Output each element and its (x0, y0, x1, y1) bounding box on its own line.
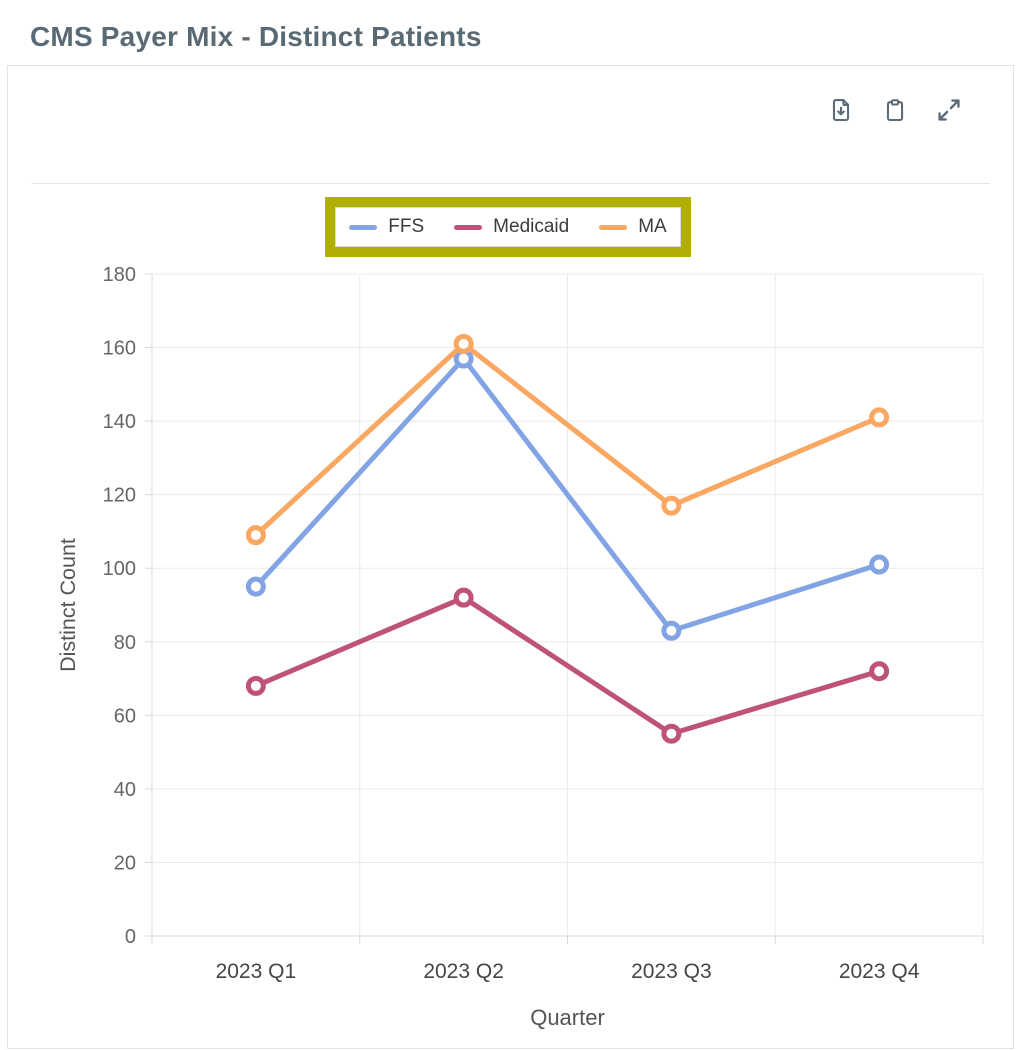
legend-swatch-medicaid (454, 224, 483, 230)
legend-highlight: FFS Medicaid MA (325, 197, 691, 257)
y-tick-label: 20 (114, 852, 136, 874)
download-button[interactable] (827, 95, 855, 125)
series-line-ma (253, 341, 882, 538)
y-tick-label: 60 (114, 705, 136, 727)
legend-swatch-ma (599, 224, 628, 230)
download-icon (828, 96, 854, 124)
data-point-ffs-2023-q4[interactable] (869, 554, 890, 575)
copy-button[interactable] (881, 95, 909, 125)
y-tick-label: 40 (114, 779, 136, 801)
x-axis-title: Quarter (530, 1005, 605, 1030)
legend-item-ma[interactable]: MA (599, 216, 667, 238)
legend-item-ffs[interactable]: FFS (349, 216, 424, 238)
y-tick-label: 140 (103, 411, 136, 433)
y-axis-title: Distinct Count (56, 538, 80, 672)
page-title: CMS Payer Mix - Distinct Patients (30, 21, 482, 52)
y-tick-label: 100 (103, 558, 136, 580)
data-point-ma-2023-q1[interactable] (245, 525, 266, 546)
series-line-ffs (253, 356, 882, 634)
expand-icon (935, 96, 963, 124)
y-tick-label: 180 (103, 264, 136, 286)
legend-item-medicaid[interactable]: Medicaid (454, 216, 569, 238)
series-line-medicaid (253, 595, 882, 737)
data-point-ma-2023-q2[interactable] (453, 333, 474, 354)
data-point-ffs-2023-q3[interactable] (661, 620, 682, 641)
payer-mix-chart: 0 20 40 60 80 100 120 140 160 180 2023 Q1 2023 Q2 20… (56, 264, 984, 1030)
data-point-medicaid-2023-q4[interactable] (869, 661, 890, 682)
data-point-medicaid-2023-q2[interactable] (453, 587, 474, 608)
legend-label-ma: MA (638, 216, 667, 237)
chart-toolbar (827, 95, 963, 125)
y-tick-label: 80 (114, 632, 136, 654)
expand-button[interactable] (935, 95, 963, 125)
clipboard-icon (882, 96, 908, 124)
y-tick-label: 160 (103, 338, 136, 360)
x-tick-label: 2023 Q4 (839, 960, 920, 983)
data-point-ffs-2023-q1[interactable] (245, 576, 266, 597)
data-point-medicaid-2023-q1[interactable] (245, 675, 266, 696)
x-tick-label: 2023 Q3 (631, 960, 712, 983)
data-point-medicaid-2023-q3[interactable] (661, 723, 682, 744)
x-tick-label: 2023 Q1 (216, 960, 297, 983)
data-point-ma-2023-q3[interactable] (661, 495, 682, 516)
x-tick-label: 2023 Q2 (423, 960, 504, 983)
y-tick-label: 120 (103, 485, 136, 507)
chart-card: FFS Medicaid MA 0 20 40 60 80 100 120 140 160 180 20… (7, 65, 1014, 1049)
legend-label-ffs: FFS (388, 216, 425, 237)
y-tick-label: 0 (125, 926, 136, 948)
legend-swatch-ffs (349, 224, 378, 230)
toolbar-divider (31, 183, 990, 184)
data-point-ma-2023-q4[interactable] (869, 407, 890, 428)
chart-legend: FFS Medicaid MA (335, 207, 681, 247)
legend-label-medicaid: Medicaid (493, 216, 570, 237)
